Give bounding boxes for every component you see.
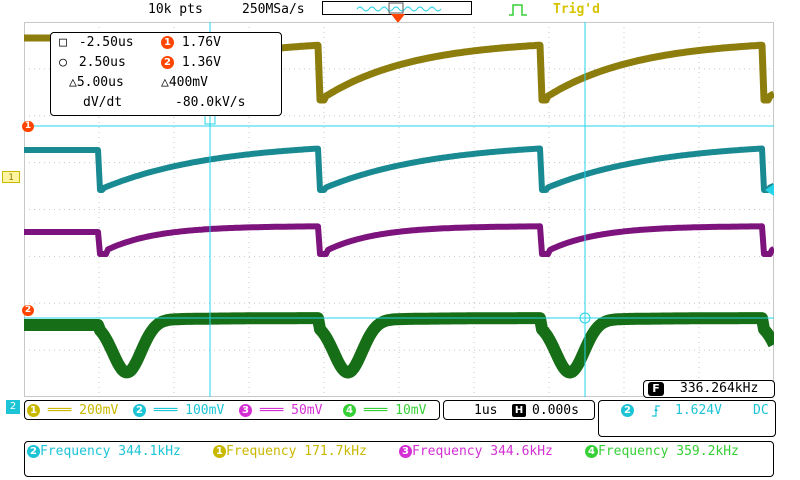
- trigger-level: 1.624V: [675, 403, 722, 418]
- ch1-scale-value: 200mV: [79, 403, 119, 418]
- measure-ch4-text: Frequency 359.2kHz: [598, 444, 739, 459]
- cursor-b-time: 2.50us: [78, 55, 126, 70]
- trigger-source-badge: 2: [621, 404, 634, 417]
- dc-coupling-icon: ═══: [363, 403, 388, 418]
- dc-coupling-icon: ═══: [259, 403, 284, 418]
- square-icon: □: [59, 35, 67, 50]
- measure-ch3-badge: 3: [399, 445, 412, 458]
- channel-status-bar: 1 ═══ 200mV 2 ═══ 100mV 3 ═══ 50mV 4 ═══…: [0, 400, 800, 437]
- ch2-scale-value: 100mV: [185, 403, 225, 418]
- delta-icon: △: [69, 75, 77, 90]
- delta-value: 400mV: [168, 75, 208, 90]
- delta-time: 5.00us: [76, 75, 124, 90]
- measure-ch3-text: Frequency 344.6kHz: [412, 444, 553, 459]
- horizontal-position-icon: H: [512, 404, 526, 417]
- measure-item-ch2[interactable]: 2 Frequency 344.1kHz: [27, 444, 181, 459]
- ch2-waveform: [24, 145, 774, 193]
- delta-value-row: △400mV: [161, 75, 208, 90]
- trigger-settings[interactable]: 2 1.624V DC: [598, 400, 776, 437]
- measure-item-ch3[interactable]: 3 Frequency 344.6kHz: [399, 444, 553, 459]
- waveform-overview-bar[interactable]: [322, 1, 472, 15]
- frequency-counter-value: 336.264kHz: [680, 381, 759, 396]
- trigger-coupling: DC: [753, 403, 769, 418]
- ch-two-badge-icon: 2: [161, 56, 174, 69]
- ch1-ground-marker[interactable]: 1: [2, 171, 20, 183]
- delta-time-row: △5.00us: [69, 75, 124, 90]
- channel-scales: 1 ═══ 200mV 2 ═══ 100mV 3 ═══ 50mV 4 ═══…: [24, 400, 440, 420]
- trigger-edge-icon: [509, 4, 527, 16]
- measurement-bar: 2 Frequency 344.1kHz 1 Frequency 171.7kHz …: [24, 441, 774, 477]
- ch3-waveform: [24, 223, 774, 257]
- measure-item-ch4[interactable]: 4 Frequency 359.2kHz: [585, 444, 739, 459]
- horizontal-position-value: 0.000s: [532, 403, 579, 418]
- dc-coupling-icon: ═══: [47, 403, 72, 418]
- ch4-scale[interactable]: 4 ═══ 10mV: [343, 403, 426, 418]
- ch1-scale[interactable]: 1 ═══ 200mV: [27, 403, 118, 418]
- ch2-scale[interactable]: 2 ═══ 100mV: [133, 403, 224, 418]
- timebase-value: 1us: [474, 403, 498, 418]
- cursor-a-row: □ -2.50us: [55, 35, 134, 50]
- trigger-status: Trig'd: [553, 2, 600, 17]
- ch3-badge: 3: [239, 404, 252, 417]
- measure-ch1-badge: 1: [213, 445, 226, 458]
- ch1-badge: 1: [27, 404, 40, 417]
- cursor-b-value: 1.36V: [181, 55, 221, 70]
- ch3-scale-value: 50mV: [291, 403, 323, 418]
- measure-ch2-text: Frequency 344.1kHz: [40, 444, 181, 459]
- trigger-position-marker-icon[interactable]: [391, 14, 405, 24]
- cursor-a-ref-marker: 1: [22, 121, 34, 132]
- ch-one-badge-icon: 1: [161, 36, 174, 49]
- rising-edge-icon: [652, 405, 660, 417]
- cursor-b-row: ○ 2.50us: [55, 55, 126, 70]
- cursor-readout-panel: □ -2.50us 1 1.76V ○ 2.50us 2 1.36V △5.00…: [50, 32, 282, 116]
- measure-ch1-text: Frequency 171.7kHz: [226, 444, 367, 459]
- measure-item-ch1[interactable]: 1 Frequency 171.7kHz: [213, 444, 367, 459]
- frequency-counter[interactable]: F 336.264kHz: [643, 380, 775, 398]
- ch2-trigger-level-icon: [765, 184, 774, 196]
- overview-waveform-icon: [356, 2, 442, 14]
- cursor-b-intersect-icon: [579, 312, 591, 324]
- measure-ch4-badge: 4: [585, 445, 598, 458]
- cursor-a-value: 1.76V: [181, 35, 221, 50]
- frequency-counter-icon: F: [648, 382, 664, 396]
- delta-icon: △: [161, 75, 169, 90]
- sample-rate: 250MSa/s: [242, 2, 305, 17]
- status-header: 10k pts 250MSa/s Trig'd: [0, 0, 800, 24]
- dc-coupling-icon: ═══: [153, 403, 178, 418]
- dvdt-label: dV/dt: [83, 95, 123, 110]
- dvdt-value: -80.0kV/s: [175, 95, 246, 110]
- cursor-b-value-row: 2 1.36V: [161, 55, 221, 70]
- circle-icon: ○: [59, 55, 67, 70]
- measure-ch2-badge: 2: [27, 445, 40, 458]
- cursor-a-time: -2.50us: [78, 35, 134, 50]
- ch2-badge: 2: [133, 404, 146, 417]
- horizontal-settings[interactable]: 1us H 0.000s: [443, 400, 595, 420]
- cursor-a-value-row: 1 1.76V: [161, 35, 221, 50]
- ch4-badge: 4: [343, 404, 356, 417]
- ch4-waveform: [24, 312, 774, 379]
- memory-depth: 10k pts: [148, 2, 203, 17]
- ch2-side-marker: 2: [6, 400, 20, 414]
- ch3-scale[interactable]: 3 ═══ 50mV: [239, 403, 322, 418]
- cursor-b-ref-marker: 2: [22, 305, 34, 316]
- ch4-scale-value: 10mV: [395, 403, 427, 418]
